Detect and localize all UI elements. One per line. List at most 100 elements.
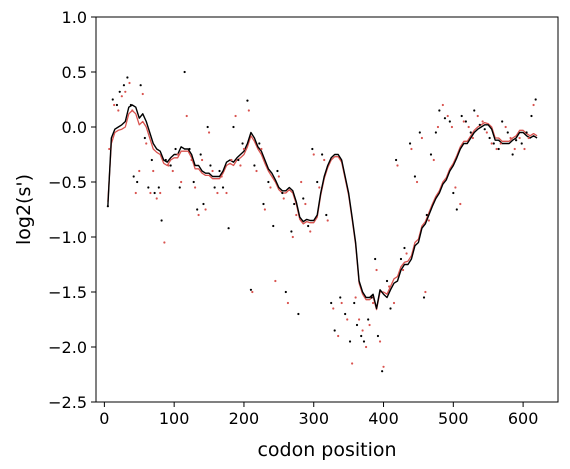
y-tick-label: 1.0 [62,8,87,27]
x-tick-label: 0 [99,409,109,428]
scatter-point [290,230,293,233]
scatter-point [392,301,396,305]
scatter-point [269,186,272,189]
scatter-point [381,370,384,373]
scatter-point [190,158,193,162]
scatter-point [410,147,413,151]
scatter-point [164,158,167,162]
scatter-point [211,169,214,173]
scatter-point [176,153,179,156]
scatter-point [432,158,435,162]
scatter-point [459,202,462,206]
scatter-point [281,191,284,195]
scatter-point [382,365,385,368]
scatter-point [277,175,280,178]
x-axis: 0 100 200 300 400 500 600 [99,402,538,428]
scatter-point [206,125,209,129]
scatter-point [497,147,500,151]
scatter-point [318,186,321,189]
scatter-point [425,213,428,217]
scatter-point [220,175,223,178]
scatter-point [209,164,212,167]
scatter-point [167,164,170,167]
scatter-point [134,191,137,195]
y-tick-label: −2.5 [48,393,87,412]
scatter-point [413,175,417,178]
scatter-point [354,296,357,299]
scatter-point [520,142,523,145]
scatter-point [213,186,216,189]
scatter-point [443,117,447,120]
scatter-point [361,329,364,332]
scatter-point [286,301,290,305]
scatter-point [200,158,204,162]
scatter-point [136,180,139,184]
scatter-point [297,312,300,316]
scatter-point [309,230,312,233]
scatter-point [302,197,305,200]
x-tick-label: 200 [229,409,260,428]
scatter-point [216,191,219,195]
scatter-point [333,329,336,332]
x-tick-label: 300 [298,409,329,428]
scatter-point [312,153,315,156]
scatter-point [221,186,225,189]
scatter-point [249,288,253,291]
scatter-point [185,114,188,118]
scatter-point [454,186,457,189]
scatter-point [368,323,371,327]
scatter-point [263,208,266,211]
scatter-point [403,246,406,250]
scatter-point [196,208,199,211]
scatter-point [183,70,186,74]
scatter-point [260,147,263,151]
x-tick-label: 500 [438,409,469,428]
scatter-point [348,340,352,343]
scatter-point [242,147,246,151]
scatter-point [230,158,233,162]
scatter-point [473,109,476,112]
scatter-point [113,103,116,107]
scatter-point [155,197,158,200]
scatter-point [427,219,430,222]
scatter-point [492,142,495,145]
scatter-point [153,191,156,195]
scatter-point [272,224,275,228]
scatter-point [232,125,235,129]
series-line-1 [107,104,538,310]
series-line-0 [107,109,538,311]
scatter-point [415,180,419,184]
scatter-point [501,120,504,123]
scatter-point [399,257,403,261]
scatter-point [337,334,340,338]
scatter-point [126,76,129,79]
scatter-point [194,186,197,189]
scatter-point [207,131,211,134]
scatter-point [138,169,141,173]
scatter-point [157,186,160,189]
scatter-point [149,191,152,195]
scatter-point [424,290,427,294]
scatter-point [351,362,354,365]
x-tick-label: 400 [368,409,399,428]
scatter-point [483,128,486,131]
scatter-point [178,186,181,189]
scatter-point [340,301,343,305]
scatter-point [192,180,195,184]
scatter-point [471,136,474,140]
scatter-point [199,153,202,156]
scatter-point [346,318,349,321]
scatter-point [376,334,380,338]
scatter-point [152,169,155,173]
scatter-point [307,224,310,228]
scatter-point [330,301,333,305]
scatter-point [462,120,465,123]
scatter-point [513,147,516,151]
scatter-point [262,202,265,206]
scatter-point [159,191,162,195]
scatter-point [174,147,177,151]
scatter-point [124,90,127,93]
scatter-point [227,227,230,230]
y-tick-label: −0.5 [48,173,87,192]
